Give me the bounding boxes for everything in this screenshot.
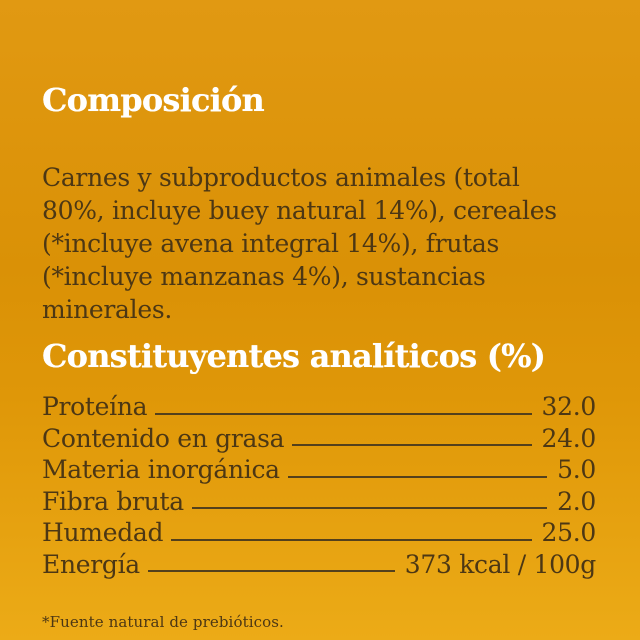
- row-label-energy: Energía: [42, 549, 140, 579]
- table-row: Contenido en grasa 24.0: [42, 421, 596, 453]
- composition-ingredients-text: Carnes y subproductos animales (total 80…: [42, 163, 557, 324]
- row-value-protein: 32.0: [541, 392, 597, 421]
- leader-line: [155, 412, 532, 415]
- leader-line: [147, 570, 395, 572]
- row-value-energy: 373 kcal / 100g: [404, 549, 597, 579]
- row-value-fat: 24.0: [541, 423, 597, 453]
- row-label-crude-fibre: Fibra bruta: [42, 486, 184, 516]
- table-row: Energía 373 kcal / 100g: [42, 547, 596, 579]
- row-value-crude-fibre: 2.0: [557, 486, 596, 516]
- prebiotics-footnote: *Fuente natural de prebióticos.: [42, 613, 284, 631]
- leader-line: [191, 507, 548, 509]
- composition-section-title: Composición: [42, 81, 265, 120]
- analytical-constituents-title: Constituyentes analíticos (%): [42, 337, 546, 376]
- leader-line: [287, 475, 548, 478]
- leader-line: [292, 444, 532, 446]
- table-row: Materia inorgánica 5.0: [42, 452, 596, 484]
- row-label-fat: Contenido en grasa: [42, 423, 285, 453]
- table-row: Humedad 25.0: [42, 515, 596, 547]
- row-label-inorganic-matter: Materia inorgánica: [42, 455, 280, 484]
- table-row: Proteína 32.0: [42, 389, 596, 421]
- analytical-constituents-table: Proteína 32.0 Contenido en grasa 24.0 Ma…: [42, 389, 596, 578]
- row-value-moisture: 25.0: [541, 518, 597, 547]
- table-row: Fibra bruta 2.0: [42, 484, 596, 516]
- row-label-protein: Proteína: [42, 392, 148, 421]
- row-value-inorganic-matter: 5.0: [557, 455, 596, 484]
- leader-line: [171, 538, 532, 541]
- row-label-moisture: Humedad: [42, 518, 164, 547]
